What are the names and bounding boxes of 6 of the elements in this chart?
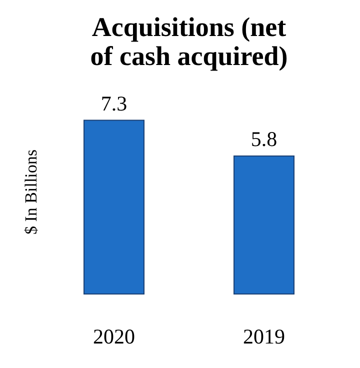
x-tick-label: 2019	[243, 324, 285, 348]
data-label: 5.8	[250, 126, 278, 151]
data-label: 7.3	[100, 91, 128, 116]
x-tick-label: 2020	[93, 324, 135, 348]
chart-title: Acquisitions (net of cash acquired)	[90, 12, 288, 71]
y-axis-title: $ In Billions	[22, 149, 40, 235]
